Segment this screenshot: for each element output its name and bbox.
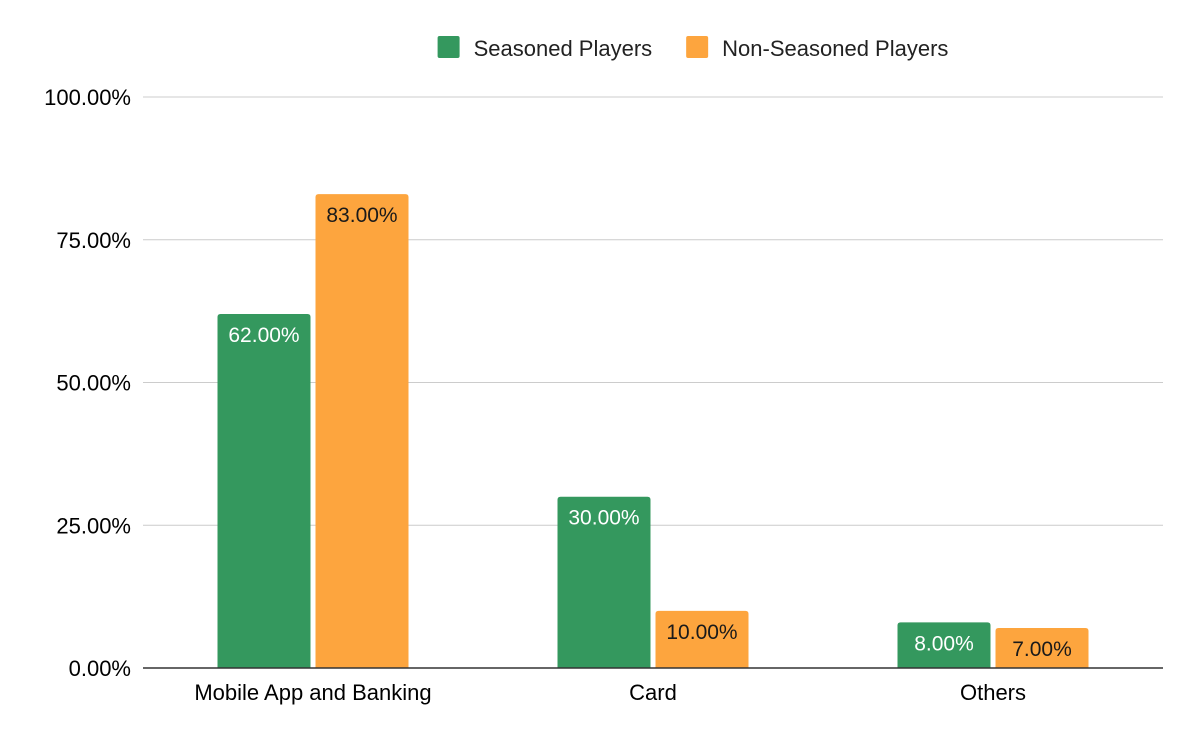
x-tick-label: Mobile App and Banking	[194, 680, 431, 705]
bar	[655, 610, 749, 668]
axes: 0.00% 25.00% 50.00% 75.00% 100.00% Mobile App…	[44, 85, 1163, 705]
x-tick-label: Others	[960, 680, 1026, 705]
y-tick-label: 100.00%	[44, 85, 131, 110]
y-tick-label: 0.00%	[69, 656, 131, 681]
bar	[897, 622, 991, 668]
legend-label: Seasoned Players	[474, 36, 653, 61]
y-tick-label: 75.00%	[56, 228, 131, 253]
legend-swatch	[686, 36, 709, 58]
y-tick-label: 25.00%	[56, 513, 131, 538]
legend-swatch	[437, 36, 460, 58]
data-label: 10.00%	[666, 621, 737, 644]
y-tick-label: 50.00%	[56, 371, 131, 396]
legend-label: Non-Seasoned Players	[722, 36, 948, 61]
data-label: 8.00%	[914, 632, 974, 655]
bar	[315, 194, 409, 668]
data-label: 83.00%	[326, 204, 397, 227]
data-label: 30.00%	[568, 507, 639, 530]
x-tick-label: Card	[629, 680, 677, 705]
data-label: 62.00%	[228, 324, 299, 347]
bars: 62.00% 83.00% 30.00% 10.00% 8.00% 7.00%	[217, 194, 1089, 668]
data-label: 7.00%	[1012, 638, 1072, 661]
legend: Seasoned Players Non-Seasoned Players	[437, 36, 948, 61]
bar	[217, 313, 311, 668]
bar	[995, 628, 1089, 668]
gridlines	[143, 96, 1163, 526]
bar	[557, 496, 651, 668]
